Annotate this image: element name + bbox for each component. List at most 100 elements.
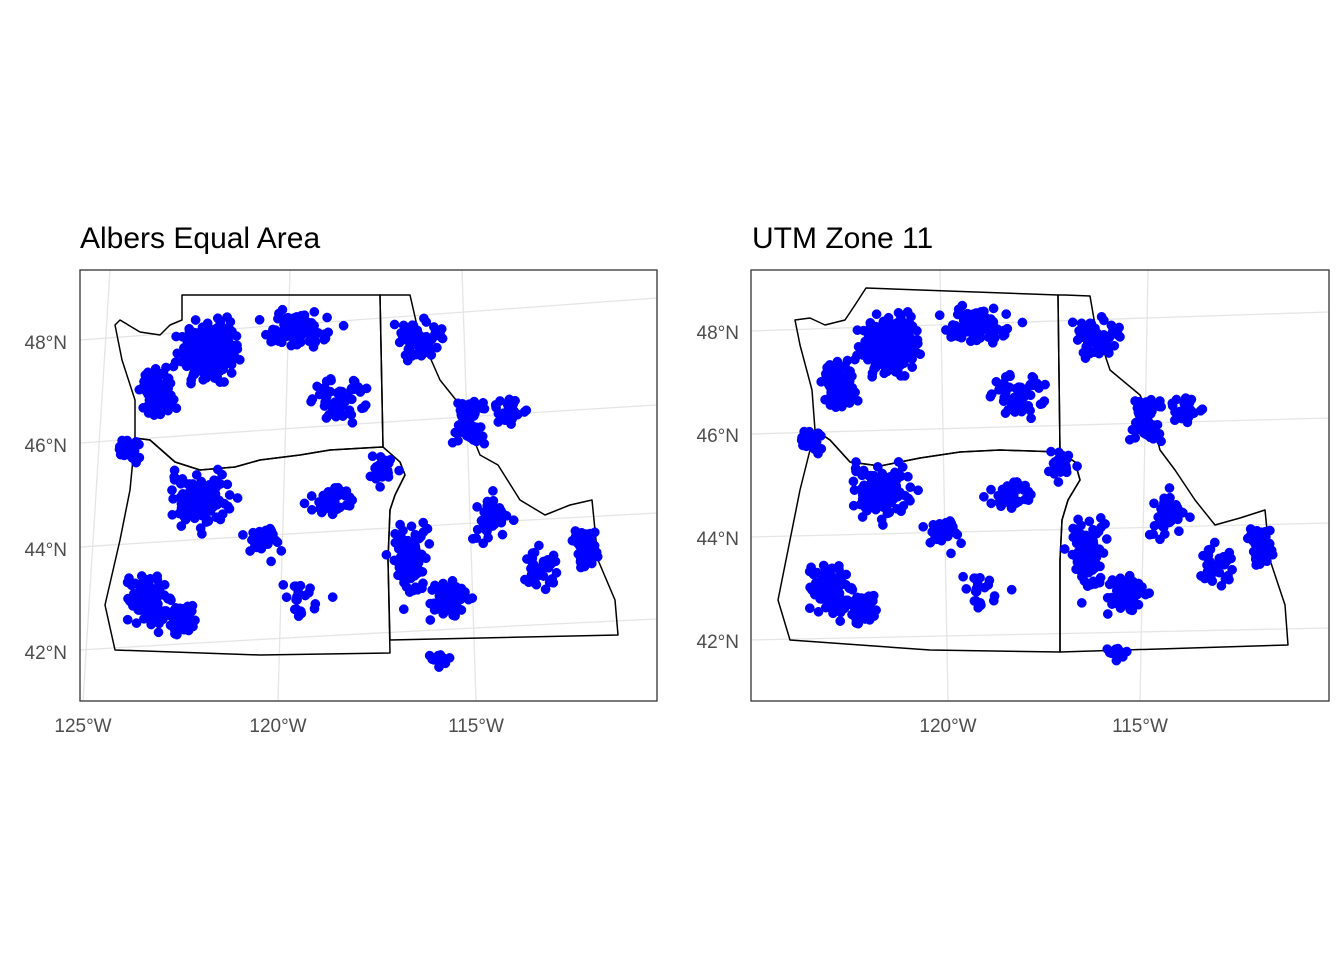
- sample-point: [406, 521, 417, 532]
- sample-point: [1164, 483, 1175, 493]
- sample-point: [816, 443, 827, 454]
- sample-point: [410, 535, 421, 546]
- sample-point: [400, 350, 411, 361]
- sample-point: [934, 310, 945, 321]
- sample-point: [434, 591, 445, 601]
- map-panel-albers: Albers Equal Area 48°N 46°N 44°N 42°N 12…: [25, 222, 658, 737]
- panel-title-albers: Albers Equal Area: [80, 222, 320, 255]
- sample-point: [470, 408, 480, 419]
- sample-point: [995, 382, 1006, 392]
- sample-point: [131, 618, 142, 628]
- lat-tick-label: 48°N: [25, 333, 67, 354]
- sample-point: [295, 580, 306, 591]
- sample-point: [825, 381, 836, 392]
- sample-point: [1156, 436, 1166, 447]
- sample-point: [988, 317, 999, 327]
- sample-point: [891, 319, 902, 330]
- sample-point: [985, 391, 996, 402]
- sample-point: [942, 531, 953, 542]
- sample-point: [853, 618, 864, 629]
- sample-point: [905, 482, 916, 493]
- sample-point: [316, 386, 327, 397]
- sample-point: [571, 527, 582, 537]
- sample-point: [380, 468, 391, 478]
- sample-point: [166, 595, 176, 606]
- sample-point: [143, 367, 153, 378]
- sample-point: [986, 484, 996, 495]
- sample-point: [1023, 402, 1034, 413]
- sample-point: [845, 366, 855, 377]
- sample-point: [1124, 570, 1135, 581]
- sample-point: [1032, 378, 1042, 389]
- sample-point: [304, 587, 314, 598]
- sample-point: [211, 325, 221, 335]
- sample-point: [975, 572, 985, 583]
- sample-point: [531, 579, 542, 590]
- sample-point: [849, 609, 860, 620]
- sample-point: [344, 407, 355, 417]
- sample-point: [1076, 547, 1086, 557]
- sample-point: [893, 457, 904, 467]
- sample-point: [273, 329, 284, 340]
- sample-point: [865, 598, 876, 609]
- sample-point: [184, 609, 194, 619]
- sample-point: [189, 332, 200, 343]
- sample-point: [447, 437, 458, 448]
- sample-point: [376, 460, 386, 470]
- sample-point: [398, 604, 409, 615]
- sample-point: [318, 490, 329, 501]
- sample-point: [828, 596, 839, 607]
- sample-point: [992, 324, 1003, 335]
- sample-point: [412, 337, 423, 347]
- sample-point: [309, 320, 319, 331]
- sample-point: [429, 655, 439, 665]
- sample-point: [401, 563, 411, 574]
- sample-point: [340, 490, 351, 501]
- sample-point: [1019, 485, 1029, 495]
- lon-axis-albers: 125°W 120°W 115°W: [54, 716, 504, 737]
- sample-point: [327, 509, 338, 519]
- sample-point: [1220, 574, 1231, 584]
- sample-point: [826, 587, 837, 597]
- sample-point: [1257, 547, 1268, 558]
- lat-tick-label: 48°N: [697, 323, 739, 344]
- sample-point: [1090, 335, 1101, 345]
- sample-point: [198, 374, 209, 385]
- sample-point: [527, 548, 538, 558]
- sample-point: [375, 482, 385, 492]
- sample-point: [438, 578, 448, 589]
- sample-point: [168, 620, 179, 631]
- sample-point: [319, 401, 330, 411]
- sample-point: [1084, 516, 1095, 527]
- sample-point: [1053, 477, 1064, 487]
- sample-point: [1099, 315, 1109, 326]
- sample-point: [1006, 502, 1017, 513]
- sample-point: [299, 498, 310, 509]
- sample-point: [424, 539, 435, 549]
- sample-point: [855, 499, 866, 510]
- sample-point: [876, 514, 887, 525]
- sample-point: [179, 498, 189, 509]
- sample-point: [319, 334, 329, 345]
- sample-point: [1006, 584, 1017, 595]
- sample-point: [953, 325, 964, 335]
- sample-point: [143, 408, 154, 418]
- sample-point: [451, 600, 462, 611]
- sample-point: [1111, 585, 1122, 596]
- sample-point: [152, 575, 163, 585]
- sample-point: [265, 523, 275, 534]
- sample-point: [190, 504, 201, 515]
- sample-point: [467, 593, 478, 603]
- sample-point: [969, 596, 980, 606]
- sample-point: [971, 313, 981, 324]
- sample-point: [871, 309, 882, 320]
- sample-point: [1165, 512, 1176, 523]
- sample-point: [1212, 563, 1223, 573]
- sample-point: [154, 618, 164, 629]
- sample-point: [796, 435, 807, 446]
- sample-point: [117, 435, 127, 446]
- sample-point: [1104, 579, 1115, 590]
- sample-point: [306, 396, 316, 407]
- sample-point: [835, 607, 846, 618]
- sample-point: [399, 540, 409, 551]
